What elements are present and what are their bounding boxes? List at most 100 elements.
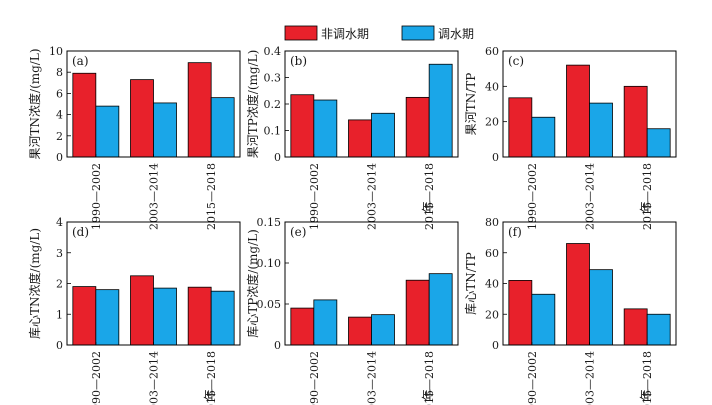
y-tick-label: 0 (274, 339, 281, 352)
y-axis-label: 果河TP浓度/(mg/L) (245, 50, 260, 159)
bar-transfer-3 (428, 273, 453, 346)
x-tick-label: 2015—2018 (641, 351, 654, 405)
bar-non-transfer-2 (348, 119, 372, 158)
bar-non-transfer-1 (508, 280, 533, 346)
x-axis-label: 年 (639, 201, 653, 213)
y-tick-label: 4 (56, 109, 63, 122)
y-tick-label: 2 (56, 278, 63, 291)
chart-panel-2: 0 0.1 0.2 0.3 0.4 1990—2002 2003—2014 2015—2018… (245, 45, 459, 230)
panel-label: (a) (72, 54, 89, 68)
y-tick-label: 0.2 (264, 98, 282, 111)
bar-non-transfer-3 (623, 308, 648, 346)
x-tick-label: 1990—2002 (526, 351, 539, 405)
x-axis-label: 年 (203, 389, 217, 401)
x-tick-label: 1990—2002 (308, 351, 321, 405)
bar-transfer-2 (371, 314, 395, 346)
bar-transfer-3 (210, 97, 235, 158)
bar-transfer-3 (646, 313, 671, 346)
bar-transfer-3 (428, 63, 453, 158)
y-tick-label: 0 (56, 151, 63, 164)
y-tick-label: 4 (56, 216, 63, 229)
y-axis-label: 果河TN浓度/(mg/L) (27, 49, 42, 160)
y-tick-label: 60 (485, 45, 499, 58)
x-tick-label: 2003—2014 (366, 163, 379, 230)
axes-frame (502, 221, 677, 346)
y-tick-label: 0.4 (264, 45, 282, 58)
bar-transfer-1 (531, 293, 556, 346)
chart-panel-4: 0 1 2 3 4 1990—2002 2003—2014 2015—2018 (d) 库心TN浓… (27, 216, 241, 405)
y-axis-label: 果河TN/TP (464, 73, 478, 136)
bar-non-transfer-2 (566, 243, 590, 346)
bar-non-transfer-3 (405, 279, 430, 346)
bar-transfer-2 (589, 269, 613, 346)
y-axis-label: 库心TN/TP (463, 252, 478, 315)
bar-transfer-1 (531, 116, 556, 158)
axes-frame (66, 221, 241, 346)
bar-non-transfer-1 (508, 97, 533, 158)
bar-non-transfer-2 (130, 79, 154, 158)
bar-transfer-2 (153, 287, 177, 346)
x-tick-label: 2015—2018 (205, 351, 218, 405)
x-tick-label: 1990—2002 (526, 163, 539, 230)
x-tick-label: 2015—2018 (423, 351, 436, 405)
y-tick-label: 0.15 (257, 216, 282, 229)
x-tick-label: 2003—2014 (148, 351, 161, 405)
y-tick-label: 0.1 (264, 125, 282, 138)
axes-frame (284, 50, 459, 158)
bar-transfer-3 (210, 290, 235, 346)
bar-transfer-1 (95, 105, 120, 158)
x-tick-label: 2015—2018 (205, 163, 218, 230)
bar-transfer-1 (313, 99, 338, 158)
x-axis-label: 年 (421, 201, 435, 213)
chart-panel-5: 0 0.05 0.10 0.15 1990—2002 2003—2014 2015—2018… (245, 216, 459, 405)
chart-panel-3: 0 20 40 60 1990—2002 2003—2014 2015—2018 (c) 果河T… (464, 45, 677, 230)
x-axis-label: 年 (639, 389, 653, 401)
x-tick-label: 2015—2018 (641, 163, 654, 230)
y-tick-label: 10 (49, 45, 63, 58)
panel-label: (c) (508, 54, 524, 68)
x-tick-label: 1990—2002 (90, 351, 103, 405)
y-tick-label: 3 (56, 247, 63, 260)
x-tick-label: 2003—2014 (584, 163, 597, 230)
bar-transfer-2 (153, 102, 177, 158)
bar-non-transfer-3 (623, 85, 648, 158)
y-tick-label: 0.05 (257, 298, 282, 311)
y-tick-label: 0 (492, 151, 499, 164)
y-tick-label: 20 (485, 308, 499, 321)
y-tick-label: 6 (56, 87, 63, 100)
bar-non-transfer-1 (72, 286, 97, 346)
y-tick-label: 20 (485, 116, 499, 129)
y-tick-label: 0 (492, 339, 499, 352)
x-tick-label: 2015—2018 (423, 163, 436, 230)
chart-panel-6: 0 20 40 60 80 1990—2002 2003—2014 2015—2018 (f) 库… (463, 216, 677, 405)
chart-panel-1: 0 2 4 6 8 10 1990—2002 2003—2014 2015—2018 (a) 果河T… (27, 45, 241, 230)
axes-frame (502, 50, 677, 158)
bar-transfer-2 (589, 102, 613, 158)
y-tick-label: 40 (485, 80, 499, 93)
panel-label: (d) (72, 225, 89, 239)
x-axis-label: 年 (421, 389, 435, 401)
bar-non-transfer-3 (187, 286, 212, 346)
bar-transfer-3 (646, 128, 671, 158)
bar-non-transfer-1 (290, 94, 315, 158)
axes-frame (66, 50, 241, 158)
y-tick-label: 2 (56, 130, 63, 143)
legend-label-non-transfer: 非调水期 (321, 27, 369, 41)
legend-swatch-non-transfer (284, 25, 318, 41)
y-tick-label: 0.10 (257, 257, 282, 270)
y-tick-label: 40 (485, 278, 499, 291)
y-tick-label: 80 (485, 216, 499, 229)
bar-non-transfer-1 (290, 307, 315, 346)
bar-non-transfer-3 (187, 62, 212, 158)
legend: 非调水期 调水期 (284, 25, 474, 41)
y-axis-label: 库心TN浓度/(mg/L) (27, 228, 42, 339)
x-tick-label: 1990—2002 (90, 163, 103, 230)
bar-non-transfer-2 (130, 275, 154, 346)
x-tick-label: 1990—2002 (308, 163, 321, 230)
panel-label: (e) (290, 225, 306, 239)
bar-non-transfer-3 (405, 96, 430, 158)
bar-transfer-1 (313, 299, 338, 346)
bar-transfer-2 (371, 112, 395, 158)
y-tick-label: 60 (485, 247, 499, 260)
legend-swatch-transfer (401, 25, 435, 41)
